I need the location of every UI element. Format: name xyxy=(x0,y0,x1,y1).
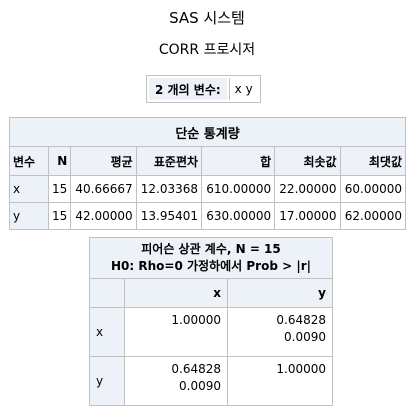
header-variable: 변수 xyxy=(9,146,49,176)
cell: 13.95401 xyxy=(135,202,203,230)
system-title: SAS 시스템 xyxy=(169,9,245,27)
table-row: x 1.00000 0.64828 0.0090 xyxy=(89,307,333,357)
cell: 62.00000 xyxy=(339,202,407,230)
row-label: y xyxy=(89,356,125,406)
simple-statistics-caption: 단순 통계량 xyxy=(9,117,406,147)
cell: 40.66667 xyxy=(70,175,137,203)
cell: 42.00000 xyxy=(70,202,137,230)
procedure-title: CORR 프로시저 xyxy=(158,42,256,58)
cell: 1.00000 xyxy=(124,307,228,357)
corr-coefficient: 0.64828 xyxy=(276,313,326,327)
header-n: N xyxy=(47,146,72,176)
correlation-caption-line2: H0: Rho=0 가정하에서 Prob > |r| xyxy=(111,259,311,273)
table-row: x 15 40.66667 12.03368 610.00000 22.0000… xyxy=(9,175,407,203)
correlation-caption: 피어슨 상관 계수, N = 15 H0: Rho=0 가정하에서 Prob >… xyxy=(89,237,333,279)
cell: 15 xyxy=(47,202,72,230)
cell: 17.00000 xyxy=(274,202,341,230)
corr-pvalue: 0.0090 xyxy=(179,379,221,393)
header-mean: 평균 xyxy=(70,146,137,176)
cell: 610.00000 xyxy=(201,175,276,203)
variables-box: 2 개의 변수: x y xyxy=(146,75,261,103)
corr-pvalue: 0.0090 xyxy=(284,330,326,344)
cell: 630.00000 xyxy=(201,202,276,230)
cell: 22.00000 xyxy=(274,175,341,203)
header-sum: 합 xyxy=(201,146,276,176)
header-min: 최솟값 xyxy=(274,146,341,176)
table-row: y 0.64828 0.0090 1.00000 xyxy=(89,356,333,406)
corr-header-x: x xyxy=(124,278,228,308)
corr-coefficient: 1.00000 xyxy=(276,362,326,376)
corr-coefficient: 0.64828 xyxy=(171,362,221,376)
variables-value: x y xyxy=(228,78,258,100)
cell: 0.64828 0.0090 xyxy=(124,356,228,406)
cell: 60.00000 xyxy=(339,175,407,203)
corr-header-blank xyxy=(89,278,125,308)
table-row: y 15 42.00000 13.95401 630.00000 17.0000… xyxy=(9,202,407,230)
cell: 0.64828 0.0090 xyxy=(227,307,333,357)
corr-coefficient: 1.00000 xyxy=(171,313,221,327)
corr-header-y: y xyxy=(227,278,333,308)
variables-label: 2 개의 변수: xyxy=(149,78,227,100)
row-label: y xyxy=(9,202,49,230)
correlation-table: 피어슨 상관 계수, N = 15 H0: Rho=0 가정하에서 Prob >… xyxy=(89,237,333,406)
correlation-caption-line1: 피어슨 상관 계수, N = 15 xyxy=(141,242,281,256)
simple-statistics-table: 단순 통계량 변수 N 평균 표준편차 합 최솟값 최댓값 x 15 40.66… xyxy=(9,117,407,230)
cell: 15 xyxy=(47,175,72,203)
cell: 12.03368 xyxy=(135,175,203,203)
header-stddev: 표준편차 xyxy=(135,146,203,176)
row-label: x xyxy=(9,175,49,203)
row-label: x xyxy=(89,307,125,357)
header-max: 최댓값 xyxy=(339,146,407,176)
cell: 1.00000 xyxy=(227,356,333,406)
